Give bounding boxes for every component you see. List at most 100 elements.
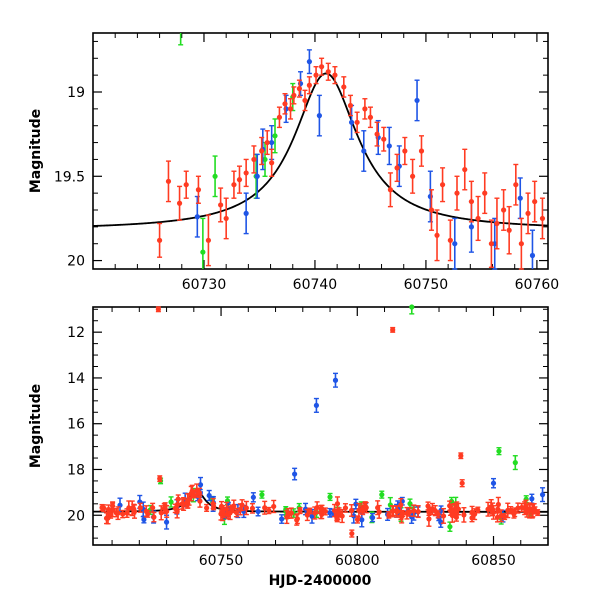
y-tick-label: 20 (67, 508, 85, 524)
point-marker (262, 505, 268, 511)
point-marker (375, 505, 381, 511)
point-marker (482, 190, 488, 196)
data-point (183, 170, 189, 199)
data-point (276, 106, 283, 129)
point-marker (124, 510, 130, 516)
full-panel-ticks (93, 307, 549, 545)
data-point (519, 502, 525, 513)
point-marker (206, 492, 212, 499)
point-marker (319, 64, 325, 70)
data-point (435, 510, 441, 519)
data-point (120, 509, 126, 519)
data-point (449, 508, 455, 523)
point-marker (428, 207, 435, 213)
data-point (399, 509, 405, 524)
data-point (475, 195, 481, 242)
point-marker (515, 505, 521, 511)
data-point (124, 508, 130, 518)
zoom-panel-frame (92, 32, 549, 270)
data-point (313, 397, 320, 413)
point-marker (404, 510, 410, 516)
point-marker (163, 519, 170, 525)
point-marker (249, 505, 256, 511)
point-marker (218, 202, 224, 208)
point-marker (174, 508, 180, 515)
data-point (517, 177, 523, 220)
data-point (488, 219, 495, 269)
data-point (332, 372, 339, 388)
point-marker (409, 304, 415, 310)
data-point (254, 153, 260, 199)
data-point (482, 172, 488, 215)
point-marker (259, 492, 265, 498)
data-point (525, 192, 531, 235)
data-point (495, 505, 501, 514)
data-point (434, 209, 440, 262)
data-point (266, 506, 272, 515)
data-point (490, 477, 497, 489)
point-marker (212, 173, 218, 179)
point-marker (527, 508, 533, 514)
point-marker (386, 143, 392, 149)
point-marker (468, 198, 475, 205)
data-point (292, 467, 298, 481)
data-point (354, 111, 360, 134)
point-marker (157, 476, 163, 482)
data-point (485, 501, 491, 517)
data-point (185, 493, 191, 509)
point-marker (494, 514, 501, 520)
point-marker (490, 480, 497, 486)
data-point (223, 197, 229, 240)
data-point (426, 508, 432, 516)
point-marker (316, 113, 322, 119)
data-point (302, 89, 308, 112)
x-tick-label: 60730 (182, 277, 227, 293)
point-marker (168, 499, 174, 505)
data-point (115, 506, 121, 521)
x-tick-label: 60760 (515, 277, 560, 293)
data-point (250, 492, 256, 503)
point-marker (367, 114, 374, 120)
zoom-panel-points (156, 33, 546, 270)
data-point (374, 121, 380, 147)
data-point (296, 79, 303, 98)
data-point (297, 507, 303, 515)
point-marker (196, 490, 203, 496)
point-marker (459, 480, 465, 486)
point-marker (145, 511, 151, 517)
point-marker (272, 133, 278, 139)
zoom-panel: 60730 60740 60750 60760 19 19.5 20 Magnitude (28, 32, 560, 293)
point-marker (158, 510, 164, 516)
data-point (429, 502, 435, 516)
data-point (418, 135, 425, 167)
point-marker (165, 178, 172, 184)
data-point (306, 49, 313, 75)
data-point (396, 145, 402, 188)
data-point (539, 487, 546, 503)
point-marker (183, 182, 189, 188)
data-point (518, 217, 524, 270)
y-tick-label: 12 (67, 325, 85, 341)
data-point (249, 502, 256, 514)
point-marker (266, 507, 272, 514)
point-marker (137, 505, 143, 511)
data-point (178, 33, 184, 46)
data-point (508, 505, 514, 515)
data-point (539, 197, 546, 240)
point-marker (353, 501, 359, 507)
point-marker (250, 494, 256, 500)
point-marker (398, 502, 404, 508)
data-point (264, 130, 270, 156)
data-point (174, 504, 180, 519)
data-point (206, 489, 212, 502)
point-marker (347, 102, 354, 109)
point-marker (334, 515, 340, 522)
point-marker (175, 496, 181, 502)
point-marker (374, 131, 380, 137)
point-marker (264, 139, 270, 146)
point-marker (220, 508, 226, 514)
point-marker (475, 215, 481, 222)
data-point (349, 529, 355, 538)
data-point (165, 160, 172, 203)
